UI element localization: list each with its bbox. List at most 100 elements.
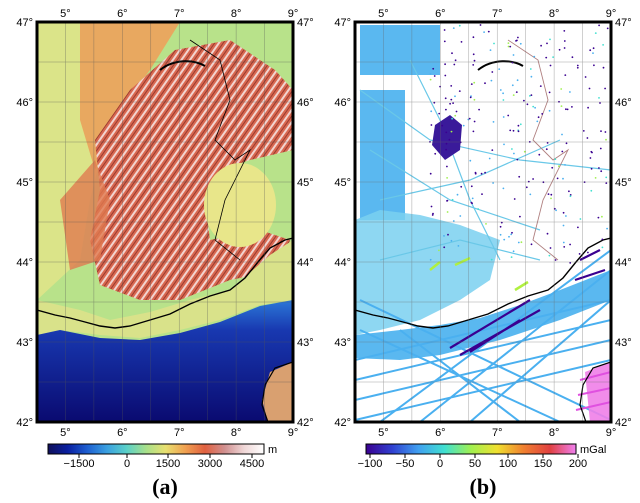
topo-alps-ridge-west — [60, 160, 110, 270]
gravity-station-point — [444, 97, 447, 100]
gravity-station-point — [472, 64, 475, 66]
gravity-station-point — [445, 148, 447, 151]
gravity-station-point — [538, 153, 541, 156]
gravity-station-point — [459, 141, 462, 144]
gravity-station-point — [605, 138, 607, 141]
gravity-station-point — [519, 42, 522, 45]
lat-tick-label-left: 45° — [16, 177, 33, 189]
lon-tick-label-top: 7° — [492, 8, 503, 20]
gravity-station-point — [600, 170, 603, 173]
coastline-b — [355, 237, 611, 329]
gravity-station-point — [555, 209, 557, 212]
panel-b-grid — [355, 22, 611, 422]
gravity-station-point — [604, 87, 606, 90]
gravity-station-point — [462, 124, 465, 127]
gravity-station-point — [451, 52, 453, 55]
lon-tick-label-bottom: 8° — [549, 427, 560, 439]
colorbar-a-ticks: −1500 0 1500 3000 4500 — [64, 454, 264, 470]
gravity-dense-block-north — [360, 25, 440, 75]
panel-a-tick-labels: 5°5°6°6°7°7°8°8°9°9°42° 42°43° 43°44° 44°45… — [16, 8, 313, 439]
gravity-station-point — [563, 47, 566, 49]
lat-tick-label-right: 46° — [615, 97, 632, 109]
colorbar-tick-label: 4500 — [240, 458, 264, 470]
gravity-station-point — [532, 105, 535, 108]
colorbar-tick-label: 100 — [499, 458, 517, 470]
gravity-station-point — [468, 117, 471, 120]
gravity-station-point — [529, 68, 532, 70]
lat-tick-label-left: 47° — [334, 17, 351, 29]
gravity-station-point — [563, 40, 566, 42]
lon-tick-label-bottom: 9° — [288, 427, 299, 439]
gravity-station-point — [554, 158, 557, 161]
gravity-station-point — [601, 246, 604, 249]
gravity-station-point — [454, 59, 457, 62]
gravity-station-point — [562, 211, 565, 214]
gravity-station-point — [487, 30, 490, 33]
lat-tick-label-left: 44° — [16, 257, 33, 269]
gravity-station-point — [509, 129, 512, 132]
gravity-station-point — [473, 120, 476, 123]
gravity-station-point — [545, 56, 548, 59]
panel-a-grid — [37, 22, 293, 422]
gravity-station-point — [578, 253, 581, 255]
gravity-station-point — [450, 98, 453, 101]
gravity-station-point — [537, 116, 540, 119]
gravity-station-point — [489, 49, 492, 51]
lon-tick-label-bottom: 7° — [174, 427, 185, 439]
lon-tick-label-bottom: 8° — [231, 427, 242, 439]
gravity-coastal-band — [355, 270, 611, 360]
lat-tick-label-left: 42° — [334, 417, 351, 429]
gravity-station-point — [452, 220, 455, 222]
gravity-station-point — [515, 40, 517, 42]
gravity-station-point — [569, 243, 571, 246]
gravity-dense-block-west — [360, 90, 405, 220]
colorbar-tick-label: 0 — [437, 458, 443, 470]
gravity-station-point — [470, 185, 473, 188]
gravity-station-point — [499, 89, 502, 91]
gravity-station-point — [474, 172, 477, 175]
gravity-station-point — [454, 95, 456, 98]
gravity-station-point — [576, 66, 579, 69]
gravity-station-point — [601, 238, 604, 241]
gravity-station-point — [539, 85, 542, 87]
gravity-station-point — [558, 48, 561, 51]
gravity-station-point — [579, 218, 582, 220]
gravity-station-point — [550, 193, 553, 196]
topo-sea — [37, 300, 293, 422]
gravity-station-point — [431, 214, 434, 216]
gravity-station-point — [600, 130, 602, 133]
gravity-station-point — [471, 197, 474, 200]
gravity-station-point — [443, 40, 446, 43]
gravity-station-point — [433, 75, 436, 77]
gravity-station-point — [561, 133, 563, 136]
gravity-station-point — [562, 224, 565, 227]
gravity-station-point — [560, 88, 563, 90]
gravity-station-point — [602, 44, 604, 46]
gravity-station-point — [511, 148, 513, 150]
gravity-station-point — [460, 41, 463, 43]
gravity-station-point — [438, 249, 440, 252]
lon-tick-label-top: 8° — [549, 8, 560, 20]
gravity-station-point — [536, 120, 539, 123]
lat-tick-label-left: 43° — [16, 337, 33, 349]
gravity-station-point — [499, 233, 502, 236]
gravity-station-point — [551, 166, 554, 169]
lat-tick-label-right: 45° — [615, 177, 632, 189]
gravity-station-point — [520, 241, 523, 244]
gravity-station-point — [556, 177, 559, 180]
gravity-station-point — [509, 45, 512, 48]
gravity-station-point — [586, 137, 589, 139]
gravity-station-point — [516, 79, 519, 82]
gravity-station-point — [517, 36, 519, 39]
topo-po-plain — [204, 163, 276, 247]
gravity-station-point — [563, 246, 566, 248]
gravity-station-point — [502, 187, 505, 190]
gravity-station-point — [548, 254, 551, 257]
gravity-station-point — [430, 110, 433, 113]
gravity-station-point — [530, 75, 533, 78]
colorbar-tick-label: 150 — [534, 458, 552, 470]
gravity-station-point — [591, 151, 593, 154]
panel-b-frame — [353, 20, 613, 424]
gravity-station-point — [602, 66, 605, 69]
lake-geneva-a — [159, 60, 206, 71]
